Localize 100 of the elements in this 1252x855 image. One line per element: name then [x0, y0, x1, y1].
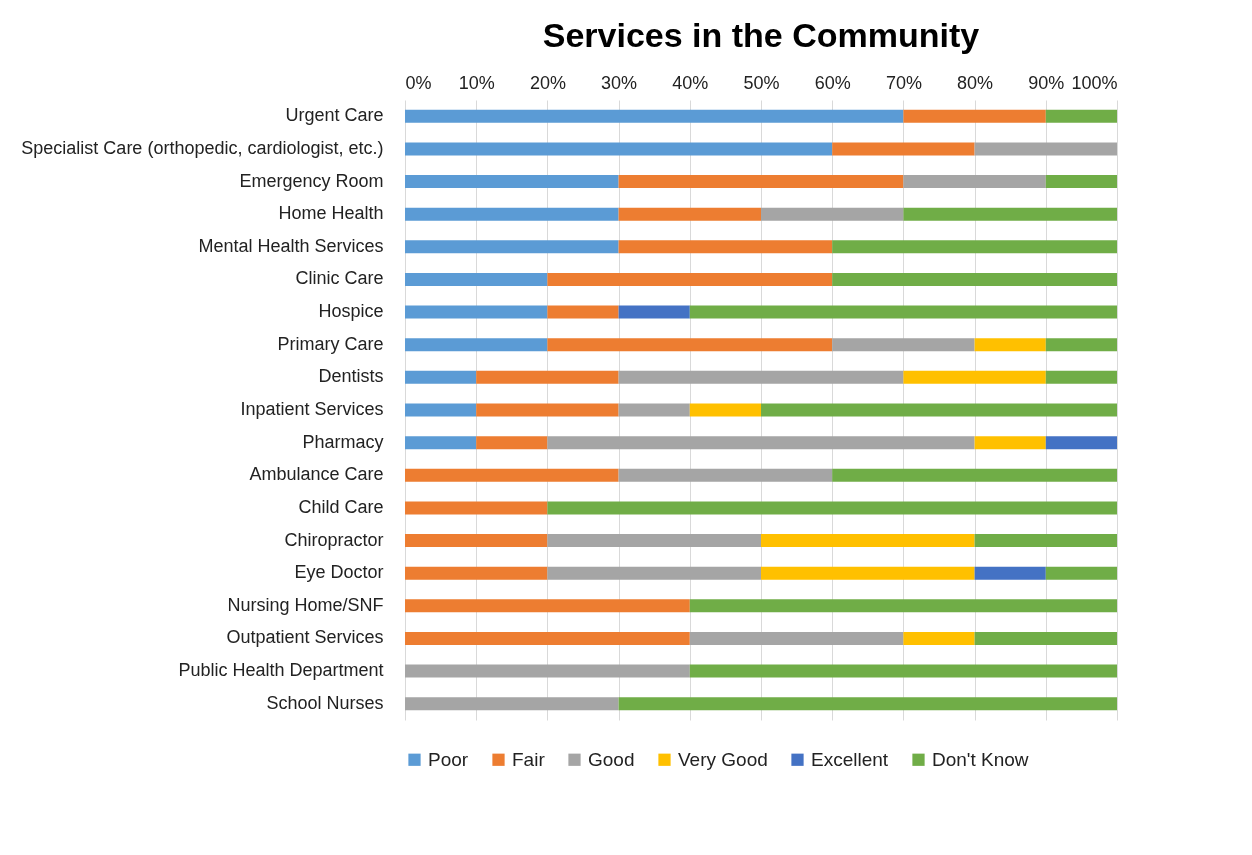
bar	[547, 534, 761, 548]
y-tick-label: Primary Care	[277, 333, 384, 354]
bar	[903, 109, 1046, 123]
bar	[689, 305, 1117, 319]
bar	[405, 338, 548, 352]
x-tick-label: 100%	[1071, 72, 1118, 93]
bar	[618, 305, 690, 319]
bar	[405, 240, 619, 254]
y-tick-label: Inpatient Services	[240, 399, 384, 419]
bar	[974, 534, 1117, 548]
bar	[1045, 338, 1117, 352]
bar	[1045, 175, 1117, 189]
bar	[405, 305, 548, 319]
bar	[761, 403, 1117, 417]
legend-label: Excellent	[811, 748, 889, 770]
bar	[405, 109, 904, 123]
bar	[405, 631, 690, 645]
bar	[547, 436, 975, 450]
legend-label: Don't Know	[932, 748, 1029, 770]
bar	[761, 534, 975, 548]
bar	[832, 240, 1117, 254]
bar	[618, 370, 904, 384]
bar	[405, 697, 619, 711]
bar	[405, 664, 690, 678]
y-tick-label: Dentists	[318, 366, 384, 387]
bar	[405, 175, 619, 189]
legend-label: Fair	[512, 748, 546, 770]
bar	[405, 403, 477, 417]
y-tick-label: Urgent Care	[285, 105, 384, 126]
x-tick-label: 30%	[601, 72, 638, 93]
bar	[689, 664, 1117, 678]
bar	[405, 436, 477, 450]
legend-label: Good	[588, 748, 635, 770]
y-tick-label: Public Health Department	[178, 660, 384, 681]
bar	[476, 436, 548, 450]
y-tick-label: Home Health	[278, 203, 384, 224]
bar	[1045, 109, 1117, 123]
bar	[903, 175, 1046, 189]
bar	[832, 142, 975, 156]
bar	[974, 566, 1046, 580]
bar	[761, 207, 904, 221]
bar	[405, 207, 619, 221]
y-tick-label: Pharmacy	[302, 431, 384, 452]
bar	[974, 631, 1117, 645]
x-tick-label: 60%	[814, 72, 851, 93]
bar	[547, 338, 833, 352]
y-tick-label: Outpatient Services	[226, 627, 384, 648]
bar	[405, 599, 690, 613]
bar	[547, 501, 1117, 515]
bar	[405, 272, 548, 286]
y-tick-label: Ambulance Care	[249, 464, 384, 485]
y-tick-label: Nursing Home/SNF	[227, 594, 384, 615]
bar	[405, 534, 548, 548]
bar	[547, 566, 761, 580]
legend-label: Very Good	[678, 748, 768, 770]
x-tick-label: 10%	[458, 72, 495, 93]
bar	[618, 468, 833, 482]
bar	[903, 207, 1117, 221]
bar	[832, 272, 1117, 286]
legend-label: Poor	[428, 748, 469, 770]
bar	[618, 207, 761, 221]
bar	[1045, 436, 1117, 450]
x-tick-label: 90%	[1028, 72, 1065, 93]
bar	[903, 631, 975, 645]
x-tick-label: 40%	[672, 72, 709, 93]
y-tick-label: School Nurses	[266, 692, 384, 713]
bar	[903, 370, 1046, 384]
bar	[1045, 566, 1117, 580]
bar	[974, 338, 1046, 352]
y-tick-label: Hospice	[318, 301, 384, 322]
y-tick-label: Chiropractor	[284, 529, 384, 550]
bar	[689, 631, 904, 645]
bar	[547, 305, 619, 319]
bar	[405, 566, 548, 580]
bar	[618, 697, 1117, 711]
bar	[689, 599, 1117, 613]
y-tick-label: Eye Doctor	[294, 562, 384, 583]
bar	[1045, 370, 1117, 384]
bar	[618, 175, 904, 189]
bar	[405, 468, 619, 482]
x-tick-label: 0%	[405, 72, 432, 93]
y-tick-label: Specialist Care (orthopedic, cardiologist, etc.)	[21, 137, 384, 158]
y-tick-label: Mental Health Services	[198, 235, 384, 256]
bar	[476, 403, 619, 417]
bar	[761, 566, 975, 580]
bar	[618, 240, 833, 254]
y-tick-label: Child Care	[298, 496, 384, 517]
bar	[547, 272, 833, 286]
bar	[618, 403, 690, 417]
bar	[974, 142, 1117, 156]
bar	[405, 501, 548, 515]
y-tick-label: Emergency Room	[239, 170, 384, 191]
y-tick-label: Clinic Care	[295, 268, 384, 289]
bar	[974, 436, 1046, 450]
bar	[405, 142, 833, 156]
x-tick-label: 80%	[957, 72, 994, 93]
x-tick-label: 70%	[885, 72, 922, 93]
chart-title: Services in the Community	[542, 16, 980, 54]
bar	[832, 468, 1117, 482]
bar	[405, 370, 477, 384]
